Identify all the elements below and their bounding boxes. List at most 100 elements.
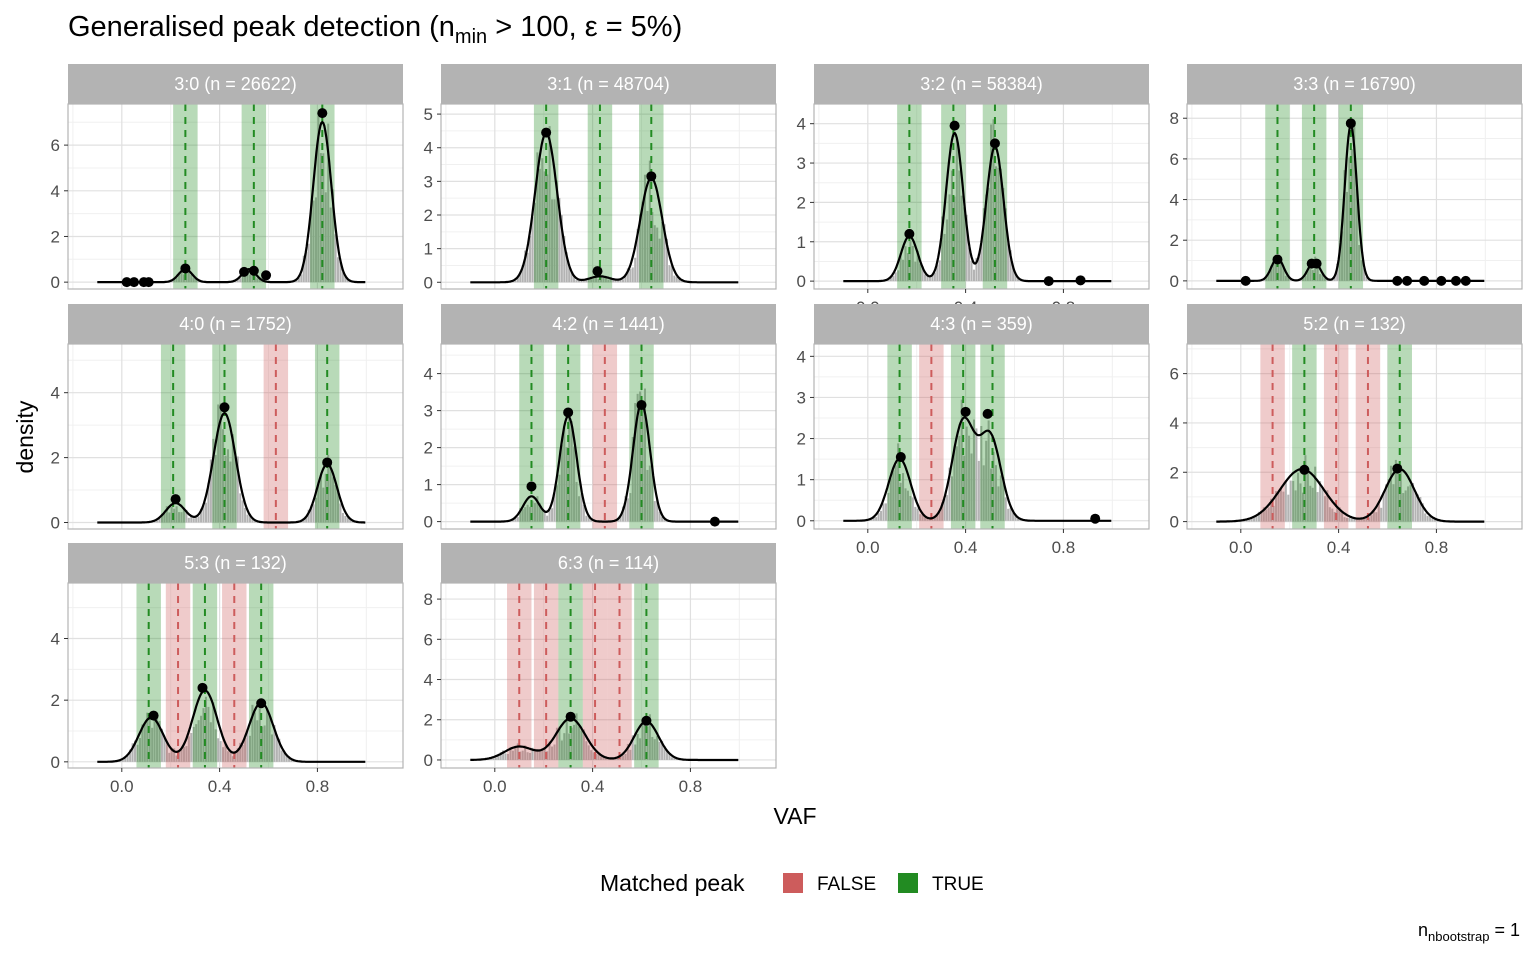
detected-peak-point: [1436, 275, 1447, 286]
histogram-bar: [158, 720, 161, 762]
histogram-bar: [256, 278, 259, 283]
histogram-bar: [955, 138, 958, 282]
histogram-bar: [587, 515, 590, 522]
facet-panel: 5:2 (n = 132) 0 2 4 6 0.0 0.4 0.8: [1170, 304, 1523, 557]
histogram-bar: [568, 418, 571, 522]
histogram-bar: [1007, 508, 1010, 521]
histogram-bar: [526, 504, 529, 522]
histogram-bar: [160, 728, 163, 762]
histogram-bar: [514, 280, 517, 283]
histogram-bar: [344, 275, 347, 283]
histogram-bar: [329, 462, 332, 523]
histogram-bar: [524, 250, 527, 283]
histogram-bar: [1262, 507, 1265, 522]
histogram-bar: [151, 727, 154, 762]
histogram-bar: [680, 280, 683, 283]
histogram-bar: [968, 247, 971, 282]
histogram-bar: [1275, 491, 1278, 522]
histogram-bar: [921, 514, 924, 521]
histogram-bar: [261, 726, 264, 762]
histogram-bar: [244, 507, 247, 523]
plot-area: [441, 583, 776, 768]
histogram-bar: [234, 752, 237, 762]
detected-peak-point: [1402, 275, 1413, 286]
histogram-bar: [1343, 517, 1346, 522]
histogram-bar: [1341, 511, 1344, 522]
y-tick-label: 5: [424, 105, 433, 124]
x-tick-label: 0.0: [483, 777, 507, 796]
histogram-bar: [1367, 517, 1370, 522]
histogram-bar: [653, 739, 656, 760]
histogram-bar: [977, 460, 980, 521]
histogram-bar: [1004, 208, 1007, 282]
histogram-bar: [992, 119, 995, 282]
histogram-bar: [656, 227, 659, 283]
detected-peak-point: [148, 710, 159, 721]
y-tick-label: 3: [424, 172, 433, 191]
histogram-bar: [229, 752, 232, 762]
histogram-bar: [1316, 492, 1319, 522]
histogram-bar: [244, 271, 247, 283]
histogram-bar: [1399, 465, 1402, 522]
histogram-bar: [646, 210, 649, 283]
detected-peak-point: [1090, 513, 1101, 524]
histogram-bar: [509, 747, 512, 760]
histogram-bar: [551, 199, 554, 283]
histogram-bar: [143, 723, 146, 762]
histogram-bar: [241, 273, 244, 283]
panel-border: [1186, 103, 1523, 290]
histogram-bar: [207, 706, 210, 762]
histogram-bar: [251, 704, 254, 762]
histogram-bar: [941, 502, 944, 521]
histogram-bar: [938, 260, 941, 282]
histogram-bar: [909, 240, 912, 282]
detected-peak-point: [989, 138, 1000, 149]
panel-border: [440, 343, 777, 530]
histogram-bar: [222, 747, 225, 762]
histogram-bar: [1394, 459, 1397, 522]
plot-area: [441, 104, 776, 289]
histogram-bar: [997, 167, 1000, 282]
histogram-bar: [990, 124, 993, 282]
histogram-bar: [982, 465, 985, 521]
histogram-bar: [997, 486, 1000, 521]
histogram-bar: [560, 444, 563, 522]
y-tick-label: 4: [1170, 191, 1179, 210]
histogram-bar: [894, 465, 897, 521]
histogram-bar: [1365, 516, 1368, 522]
detected-peak-point: [121, 277, 132, 288]
histogram-bar: [577, 280, 580, 283]
histogram-bar: [533, 202, 536, 283]
facet-strip: [68, 304, 403, 344]
histogram-bar: [182, 274, 185, 283]
histogram-bar: [872, 516, 875, 521]
y-tick-label: 8: [1170, 109, 1179, 128]
histogram-bar: [1392, 484, 1395, 522]
histogram-bar: [577, 496, 580, 522]
histogram-bar: [560, 740, 563, 760]
histogram-bar: [646, 469, 649, 522]
histogram-bar: [560, 215, 563, 283]
histogram-bar: [180, 271, 183, 283]
histogram-bar: [175, 277, 178, 283]
y-tick-label: 0: [424, 513, 433, 532]
detected-peak-point: [592, 266, 603, 277]
histogram-bar: [165, 506, 168, 523]
histogram-bar: [582, 504, 585, 522]
histogram-bar: [197, 720, 200, 762]
histogram-bar: [531, 747, 534, 760]
histogram-bar: [639, 391, 642, 522]
detected-peak-point: [129, 277, 140, 288]
histogram-bar: [580, 730, 583, 760]
histogram-bar: [1397, 466, 1400, 522]
histogram-bar: [302, 255, 305, 283]
histogram-bar: [1380, 507, 1383, 522]
x-tick-label: 0.0: [856, 538, 880, 557]
histogram-bar: [541, 158, 544, 283]
histogram-bar: [921, 266, 924, 282]
histogram-bar: [1255, 516, 1258, 522]
histogram-bar: [314, 497, 318, 523]
histogram-bar: [224, 744, 227, 762]
